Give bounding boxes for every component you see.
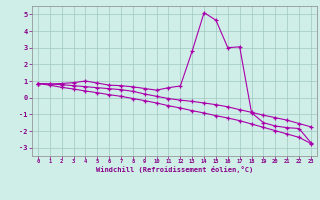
X-axis label: Windchill (Refroidissement éolien,°C): Windchill (Refroidissement éolien,°C) (96, 166, 253, 173)
